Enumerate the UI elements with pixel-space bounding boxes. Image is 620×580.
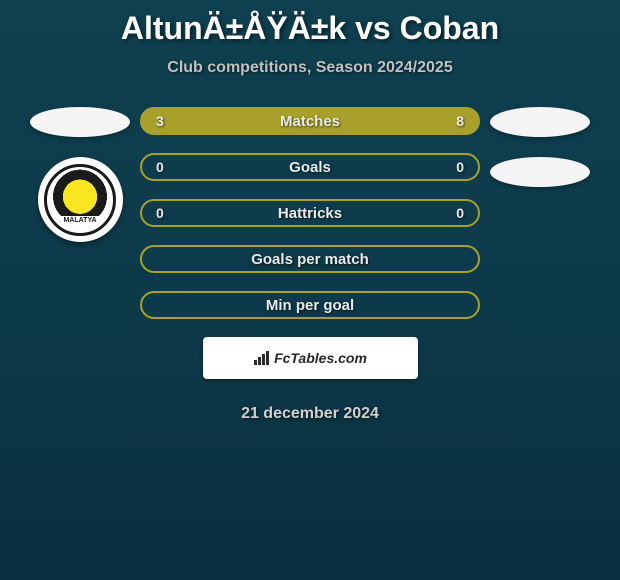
- stat-row-matches: 3 Matches 8: [140, 107, 480, 135]
- left-club-badge: MALATYA: [38, 157, 123, 242]
- stat-row-goals: 0 Goals 0: [140, 153, 480, 181]
- stat-right-value: 0: [444, 205, 464, 221]
- chart-icon: [253, 351, 271, 365]
- stat-label: Goals: [289, 159, 331, 176]
- stat-right-value: 8: [444, 113, 464, 129]
- stat-left-value: 0: [156, 205, 176, 221]
- stat-row-hattricks: 0 Hattricks 0: [140, 199, 480, 227]
- main-area: MALATYA 3 Matches 8 0 Goals 0 0 Hattrick…: [0, 107, 620, 319]
- right-player-column: [480, 107, 600, 187]
- stat-label: Matches: [280, 113, 340, 130]
- stat-row-mpg: Min per goal: [140, 291, 480, 319]
- stat-label: Min per goal: [266, 297, 354, 314]
- date-text: 21 december 2024: [241, 405, 379, 423]
- badge-graphic: MALATYA: [44, 164, 116, 236]
- stats-column: 3 Matches 8 0 Goals 0 0 Hattricks 0 Goal…: [140, 107, 480, 319]
- stat-row-gpm: Goals per match: [140, 245, 480, 273]
- stat-left-value: 0: [156, 159, 176, 175]
- subtitle: Club competitions, Season 2024/2025: [167, 59, 452, 77]
- fctables-label: FcTables.com: [274, 350, 367, 366]
- stat-left-value: 3: [156, 113, 176, 129]
- comparison-card: AltunÄ±ÅŸÄ±k vs Coban Club competitions,…: [0, 0, 620, 580]
- fctables-link[interactable]: FcTables.com: [203, 337, 418, 379]
- stat-right-value: 0: [444, 159, 464, 175]
- fctables-brand: FcTables.com: [253, 350, 367, 366]
- right-club-placeholder: [490, 157, 590, 187]
- stat-label: Goals per match: [251, 251, 369, 268]
- page-title: AltunÄ±ÅŸÄ±k vs Coban: [121, 10, 499, 47]
- right-player-avatar: [490, 107, 590, 137]
- left-player-avatar: [30, 107, 130, 137]
- badge-label: MALATYA: [60, 216, 99, 225]
- left-player-column: MALATYA: [20, 107, 140, 242]
- stat-label: Hattricks: [278, 205, 342, 222]
